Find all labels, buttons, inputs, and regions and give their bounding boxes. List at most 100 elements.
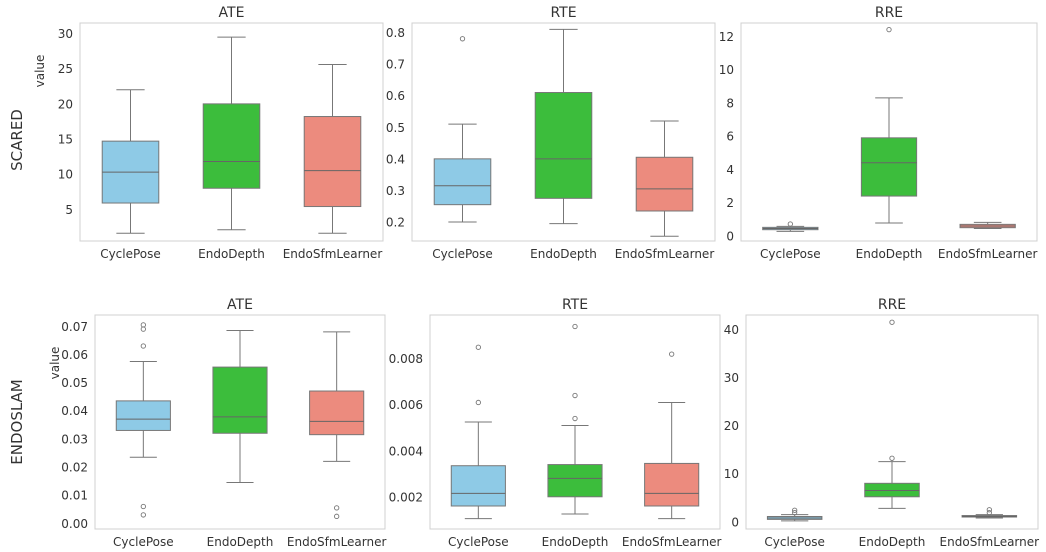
y-tick-label: 0.04 [61,404,88,418]
box-endodepth [534,28,593,225]
iqr-box [212,366,268,434]
y-tick-label: 25 [58,62,73,76]
outlier-point [334,505,340,511]
outlier-point [475,344,481,350]
y-tick-label: 0.2 [386,216,405,230]
box-endodepth [212,329,268,484]
iqr-box [547,464,603,498]
box-endosfmlearner [303,63,362,234]
chart-title: ATE [219,5,245,21]
outlier-point [140,326,146,332]
y-tick-label: 20 [724,419,739,433]
y-tick-label: 0.06 [61,348,88,362]
y-tick-label: 8 [726,96,734,110]
y-axis-label: value [33,55,47,88]
panel-endoslam-ate: ATE value 0.00 0.01 0.02 0.03 0.04 0.05 0.06 0.07… [48,297,386,549]
y-tick-label: 0.01 [61,489,88,503]
x-tick-label: EndoDepth [530,247,597,261]
outlier-point [886,27,892,33]
iqr-box [202,103,261,189]
iqr-box [635,156,694,212]
y-tick-label: 0.006 [389,398,423,412]
iqr-box [860,137,918,197]
plot-frame [79,22,384,242]
box-endosfmlearner [635,120,694,237]
x-tick-label: EndoSfmLearner [938,247,1038,261]
outlier-point [792,509,798,516]
panel-scared-ate: ATE value 5 10 15 20 25 30 CyclePose EndoDepth End… [33,5,384,261]
panel-endoslam-rte: RTE 0.002 0.004 0.006 0.008 CyclePose EndoDept… [389,297,722,549]
box-cyclepose [450,344,506,520]
outlier-point [986,509,992,516]
y-tick-label: 0.8 [386,26,405,40]
y-tick-label: 0.00 [61,517,88,531]
y-tick-label: 0.7 [386,58,405,72]
iqr-box [303,116,362,208]
y-tick-label: 4 [726,163,734,177]
y-tick-label: 20 [58,97,73,111]
panel-endoslam-rre: RRE 0 10 20 30 40 CyclePose EndoDepth EndoSfmLea… [724,297,1039,549]
outlier-point [334,513,340,519]
iqr-box [309,390,365,436]
box-endodepth [864,319,920,509]
x-tick-label: EndoDepth [542,535,609,549]
box-endosfmlearner [644,351,700,520]
y-tick-label: 30 [58,27,73,41]
y-axis-label: value [48,347,62,380]
panel-scared-rre: RRE 0 2 4 6 8 10 12 CyclePose EndoDepth EndoSfmLea… [719,5,1038,261]
outlier-point [572,392,578,399]
plot-frame [429,314,721,530]
x-tick-label: EndoSfmLearner [283,247,383,261]
outlier-point [889,455,895,461]
iqr-box [115,400,171,431]
y-tick-label: 0.002 [389,490,423,504]
plot-frame [745,314,1039,530]
y-tick-label: 10 [724,467,739,481]
x-tick-label: CyclePose [448,535,509,549]
x-tick-label: EndoDepth [198,247,265,261]
y-tick-label: 12 [719,30,734,44]
y-tick-label: 0.008 [389,352,423,366]
box-cyclepose [766,507,823,522]
y-tick-label: 0 [726,230,734,244]
y-tick-label: 30 [724,371,739,385]
x-tick-label: CyclePose [760,247,821,261]
box-endodepth [547,323,603,515]
outlier-point [140,343,146,349]
outlier-point [787,221,793,227]
x-tick-label: CyclePose [100,247,161,261]
y-tick-label: 0.07 [61,320,88,334]
y-tick-label: 10 [719,63,734,77]
box-endodepth [860,27,918,224]
panel-scared-rte: RTE 0.2 0.3 0.4 0.5 0.6 0.7 0.8 CyclePose EndoDep… [386,5,716,261]
y-tick-label: 0.02 [61,461,88,475]
chart-title: RTE [562,297,588,313]
outlier-point [669,351,675,357]
box-endosfmlearner [959,221,1016,230]
iqr-box [534,92,593,199]
box-endosfmlearner [309,331,365,519]
iqr-box [644,462,700,507]
y-tick-label: 2 [726,196,734,210]
y-tick-label: 0 [731,515,739,529]
x-tick-label: EndoSfmLearner [622,535,722,549]
y-tick-label: 0.3 [386,184,405,198]
box-endosfmlearner [961,507,1018,519]
outlier-point [889,319,895,325]
outlier-point [572,323,578,330]
y-tick-label: 0.6 [386,89,405,103]
box-endodepth [202,36,261,231]
iqr-box [450,465,506,507]
outlier-point [986,507,992,513]
x-tick-label: EndoDepth [207,535,274,549]
y-tick-label: 6 [726,130,734,144]
x-tick-label: EndoDepth [856,247,923,261]
outlier-point [140,512,146,518]
plot-frame [94,314,386,530]
y-tick-label: 5 [65,203,73,217]
outlier-point [792,507,798,513]
box-cyclepose [433,36,492,223]
chart-title: ATE [227,297,253,313]
y-tick-label: 0.4 [386,152,405,166]
